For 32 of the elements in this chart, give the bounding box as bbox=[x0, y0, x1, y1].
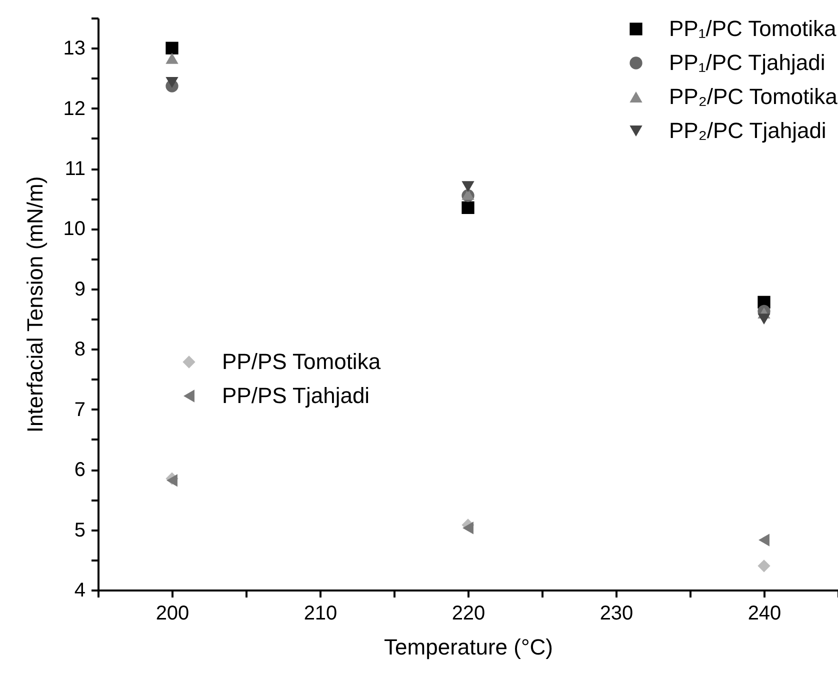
x-tick-label: 230 bbox=[600, 602, 634, 624]
y-tick-label: 13 bbox=[63, 38, 86, 60]
point bbox=[462, 201, 474, 214]
point bbox=[758, 314, 770, 325]
y-tick-label: 5 bbox=[74, 519, 86, 542]
point bbox=[166, 76, 178, 88]
y-tick-label: 10 bbox=[63, 218, 86, 240]
point bbox=[166, 52, 178, 64]
y-tick-label: 9 bbox=[74, 278, 86, 300]
y-axis-title: Interfacial Tension (mN/m) bbox=[22, 176, 48, 433]
x-tick-label: 240 bbox=[748, 602, 782, 624]
y-tick-label: 8 bbox=[74, 338, 86, 361]
y-tick-label: 4 bbox=[74, 580, 86, 602]
y-tick-label: 6 bbox=[74, 459, 86, 482]
legend-label: PP₁/PC Tomotika bbox=[669, 16, 837, 41]
y-tick-label: 7 bbox=[74, 398, 86, 421]
x-axis-title: Temperature (°C) bbox=[384, 634, 553, 660]
point bbox=[758, 560, 770, 572]
legend-label: PP/PS Tjahjadi bbox=[222, 383, 370, 408]
y-tick-label: 12 bbox=[63, 98, 86, 120]
x-tick-label: 200 bbox=[156, 602, 190, 624]
legend-label: PP₁/PC Tjahjadi bbox=[669, 50, 826, 75]
legend-label: PP/PS Tomotika bbox=[222, 349, 382, 374]
point bbox=[462, 522, 474, 534]
point bbox=[758, 534, 770, 546]
point bbox=[166, 42, 178, 54]
point bbox=[462, 181, 474, 192]
legend-label: PP₂/PC Tomotika bbox=[669, 84, 838, 109]
legend-label: PP₂/PC Tjahjadi bbox=[669, 118, 826, 143]
y-tick-label: 11 bbox=[64, 158, 86, 180]
x-tick-label: 220 bbox=[452, 602, 486, 624]
x-tick-label: 210 bbox=[304, 602, 338, 624]
